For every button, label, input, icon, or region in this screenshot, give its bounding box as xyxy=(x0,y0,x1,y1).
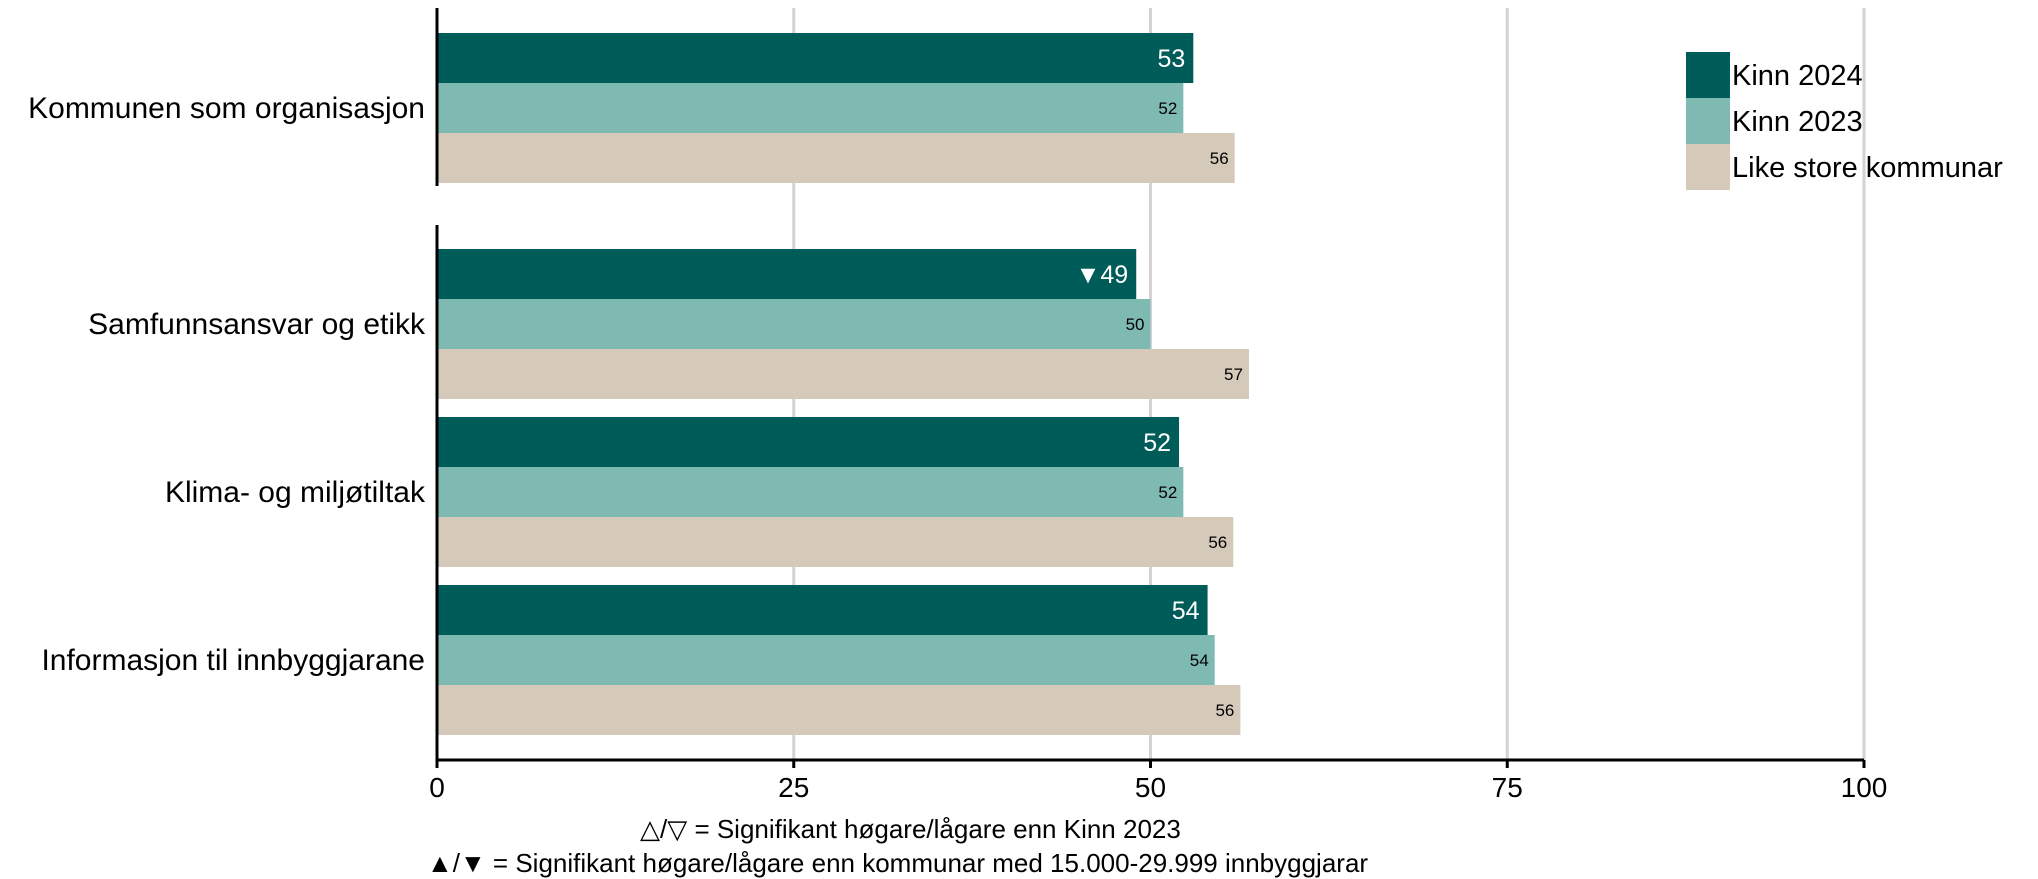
bar-1-1 xyxy=(437,33,1194,83)
data-label-1-3: 52 xyxy=(1143,429,1171,457)
category-label-1: Kommunen som organisasjon xyxy=(28,92,425,125)
category-label-3: Klima- og miljøtiltak xyxy=(165,476,426,509)
bar-2-3 xyxy=(437,467,1184,517)
data-label-3-1: 56 xyxy=(1210,149,1229,168)
x-tick-label-75: 75 xyxy=(1492,772,1523,803)
data-label-2-4: 54 xyxy=(1190,651,1209,670)
legend: Kinn 2024 Kinn 2023 Like store kommunar xyxy=(1686,52,2003,190)
legend-swatch-3 xyxy=(1686,144,1730,190)
legend-swatch-2 xyxy=(1686,98,1730,144)
data-label-3-4: 56 xyxy=(1215,701,1234,720)
data-label-2-2: 50 xyxy=(1126,315,1145,334)
category-label-4: Informasjon til innbyggjarane xyxy=(41,644,425,677)
bars: 53 52 56 Kommunen som organisasjon ▼49 50 57 Sa… xyxy=(28,33,1249,735)
x-tick-label-50: 50 xyxy=(1135,772,1166,803)
x-tick-label-0: 0 xyxy=(429,772,445,803)
legend-label-1: Kinn 2024 xyxy=(1732,60,1863,92)
note-significance-vs-kommunar: ▲/▼ = Signifikant høgare/lågare enn komm… xyxy=(427,848,1369,878)
legend-swatch-1 xyxy=(1686,52,1730,98)
bar-1-4 xyxy=(437,585,1208,635)
x-tick-label-100: 100 xyxy=(1841,772,1888,803)
data-label-2-1: 52 xyxy=(1158,99,1177,118)
note-significance-vs-2023: △/▽ = Signifikant høgare/lågare enn Kinn… xyxy=(640,814,1181,844)
axes: 0 25 50 75 100 xyxy=(429,8,1887,803)
data-label-1-4: 54 xyxy=(1172,597,1200,625)
bar-3-4 xyxy=(437,685,1241,735)
data-label-1-1: 53 xyxy=(1157,45,1185,73)
data-label-1-2: ▼49 xyxy=(1076,261,1129,289)
data-label-2-3: 52 xyxy=(1158,483,1177,502)
legend-label-2: Kinn 2023 xyxy=(1732,106,1863,138)
data-label-3-3: 56 xyxy=(1208,533,1227,552)
bar-2-2 xyxy=(437,299,1151,349)
bar-3-2 xyxy=(437,349,1249,399)
x-tick-label-25: 25 xyxy=(778,772,809,803)
bar-1-2 xyxy=(437,249,1137,299)
bar-3-1 xyxy=(437,133,1235,183)
data-label-3-2: 57 xyxy=(1224,365,1243,384)
bar-2-1 xyxy=(437,83,1184,133)
legend-label-3: Like store kommunar xyxy=(1732,152,2003,184)
bar-3-3 xyxy=(437,517,1234,567)
bar-1-3 xyxy=(437,417,1180,467)
category-label-2: Samfunnsansvar og etikk xyxy=(88,308,426,341)
bar-2-4 xyxy=(437,635,1215,685)
